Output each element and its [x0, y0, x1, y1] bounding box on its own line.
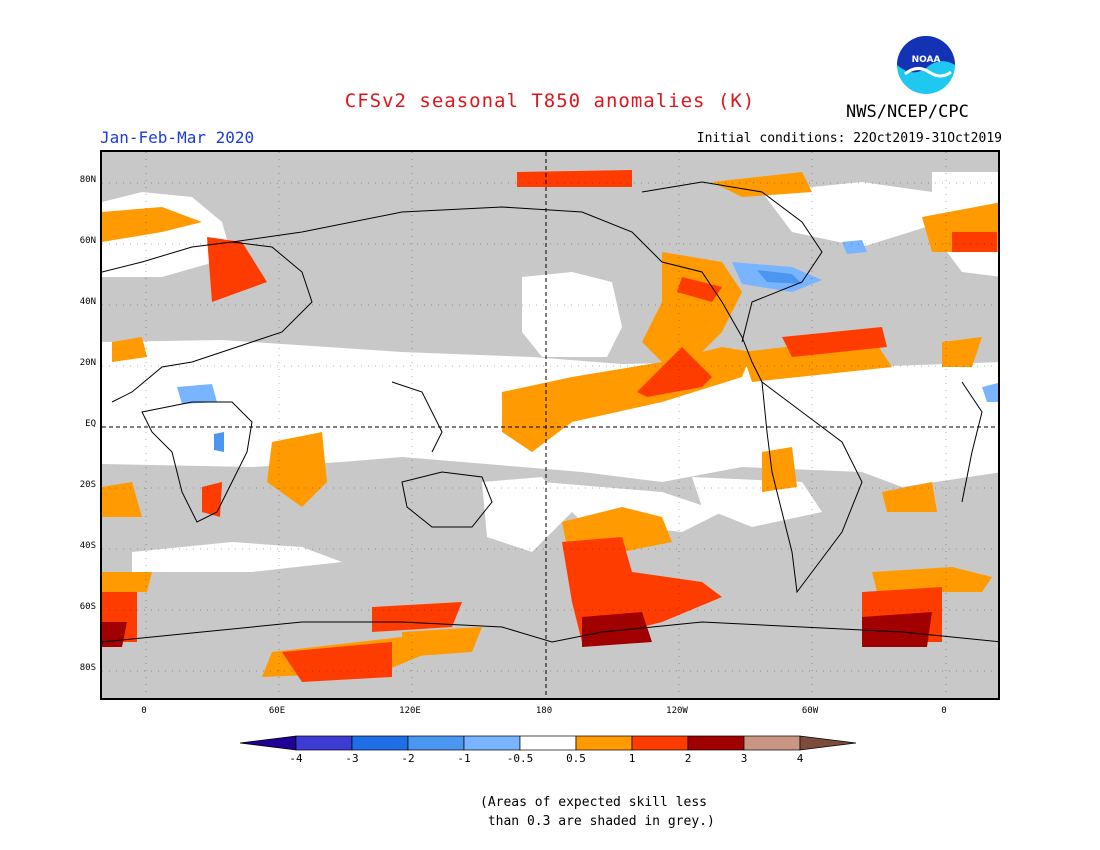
legend-label: 4 — [796, 752, 804, 765]
map-canvas — [102, 152, 998, 698]
legend-label: -1 — [457, 752, 471, 765]
skill-note-line2: than 0.3 are shaded in grey.) — [480, 814, 715, 829]
lat-label: 40N — [79, 297, 96, 307]
legend-label: 1 — [628, 752, 636, 765]
legend-swatch — [799, 735, 857, 751]
legend-label: 2 — [684, 752, 692, 765]
lat-label: 20S — [79, 480, 96, 490]
legend-swatch — [743, 735, 801, 751]
legend-label: -2 — [401, 752, 415, 765]
legend-swatch — [240, 735, 297, 751]
lon-label: 180 — [535, 706, 553, 716]
legend-label: -4 — [289, 752, 303, 765]
lon-label: 120W — [666, 706, 688, 716]
lat-label: 80S — [79, 663, 96, 673]
lon-label: 120E — [399, 706, 421, 716]
initial-conditions: Initial conditions: 22Oct2019-31Oct2019 — [696, 131, 1002, 146]
legend-swatch — [687, 735, 745, 751]
noaa-logo-text: NOAA — [912, 55, 941, 65]
lat-label: 60S — [79, 602, 96, 612]
lon-label: 60E — [268, 706, 286, 716]
legend-swatch — [407, 735, 465, 751]
legend-swatch — [351, 735, 409, 751]
lat-label: 20N — [79, 358, 96, 368]
legend-label: -0.5 — [506, 752, 534, 765]
lat-label: 40S — [79, 541, 96, 551]
legend-swatch — [295, 735, 353, 751]
anomaly-map — [100, 150, 1000, 700]
skill-note: (Areas of expected skill less than 0.3 a… — [480, 793, 715, 831]
warm-anomalies-darkred — [102, 612, 932, 647]
coastlines — [102, 181, 998, 643]
legend-swatch — [519, 735, 577, 751]
lon-label: 60W — [801, 706, 819, 716]
noaa-logo: NOAA — [896, 35, 956, 95]
legend-swatch — [631, 735, 689, 751]
lat-label: EQ — [85, 419, 96, 429]
forecast-period: Jan-Feb-Mar 2020 — [100, 128, 255, 147]
legend-swatch — [575, 735, 633, 751]
agency-label: NWS/NCEP/CPC — [846, 102, 969, 122]
cool-anomalies — [177, 240, 998, 452]
map-title: CFSv2 seasonal T850 anomalies (K) — [344, 90, 756, 112]
legend-label: -3 — [345, 752, 359, 765]
legend-label: 3 — [740, 752, 748, 765]
legend-swatch — [463, 735, 521, 751]
skill-note-line1: (Areas of expected skill less — [480, 795, 707, 810]
neutral-regions — [102, 172, 998, 572]
lat-label: 80N — [79, 175, 96, 185]
color-legend — [240, 735, 857, 751]
grid-lines — [102, 152, 998, 698]
lat-label: 60N — [79, 236, 96, 246]
lon-label: 0 — [941, 706, 947, 716]
legend-label: 0.5 — [566, 752, 586, 765]
lon-label: 0 — [141, 706, 147, 716]
